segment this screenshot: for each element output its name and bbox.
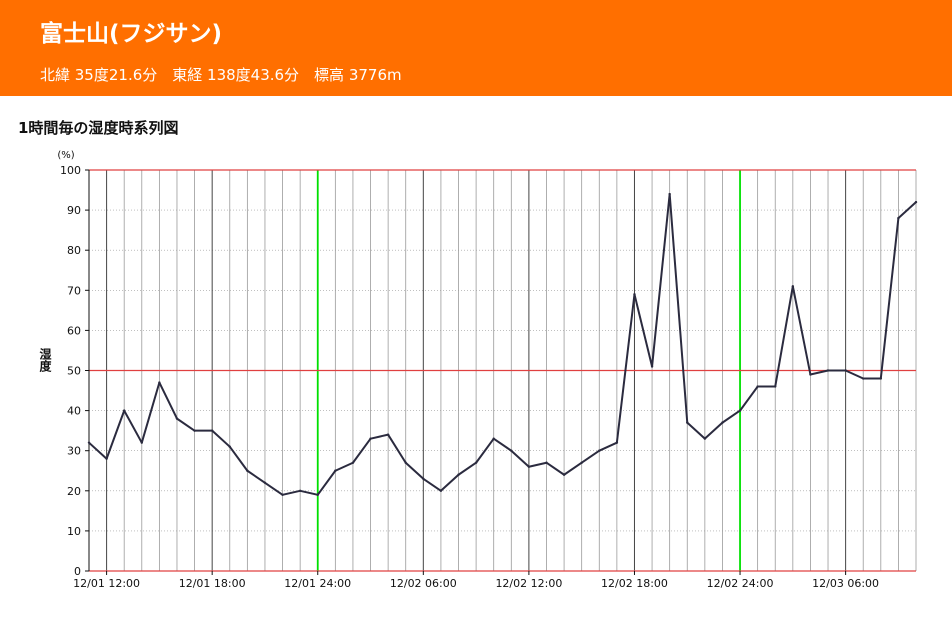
data-point [105, 457, 108, 460]
data-point [439, 489, 443, 492]
data-point [897, 216, 900, 220]
x-tick-label: 12/02 06:00 [390, 577, 457, 590]
data-point [562, 473, 566, 476]
data-point [158, 381, 161, 384]
data-point [281, 493, 284, 497]
data-point [263, 481, 267, 484]
data-point [386, 433, 390, 436]
data-point [474, 461, 478, 464]
data-point [721, 421, 724, 424]
data-point [756, 385, 759, 388]
data-point [879, 377, 883, 380]
data-point [175, 417, 179, 420]
humidity-chart: (%) 湿度 0 10 20 30 40 50 60 70 80 90 100 12/01 12:0… [38, 150, 918, 590]
location-coordinates: 北緯 35度21.6分 東経 138度43.6分 標高 3776m [40, 66, 402, 84]
data-point [774, 385, 777, 388]
x-tick-label: 12/02 18:00 [601, 577, 668, 590]
data-point [580, 461, 583, 464]
x-tick-label: 12/01 18:00 [179, 577, 246, 590]
y-tick-label: 40 [67, 405, 81, 418]
data-point [457, 473, 460, 476]
x-tick-label: 12/02 24:00 [707, 577, 774, 590]
x-tick-label: 12/01 24:00 [284, 577, 351, 590]
data-point [492, 437, 495, 440]
y-tick-label: 10 [67, 525, 81, 538]
data-point [809, 373, 812, 376]
data-point [686, 421, 689, 424]
page-title: 富士山(フジサン) [40, 21, 223, 47]
data-point [246, 469, 249, 472]
location-header: 富士山(フジサン) 北緯 35度21.6分 東経 138度43.6分 標高 37… [0, 0, 952, 96]
chart-grid [88, 169, 917, 572]
data-point [668, 192, 671, 196]
y-tick-label: 30 [67, 445, 81, 458]
data-point [228, 445, 231, 448]
y-axis-label: 湿度 [38, 347, 52, 373]
data-point [140, 441, 143, 444]
data-point [527, 465, 531, 468]
y-tick-label: 70 [67, 284, 81, 297]
data-point [826, 369, 830, 372]
data-point [351, 461, 355, 464]
x-tick-label: 12/02 12:00 [495, 577, 562, 590]
data-point [914, 200, 918, 204]
data-point [738, 409, 742, 412]
x-axis-ticks: 12/01 12:00 12/01 18:00 12/01 24:00 12/02 0… [73, 571, 879, 590]
data-point [633, 293, 636, 296]
y-tick-label: 80 [67, 244, 81, 257]
y-tick-label: 60 [67, 324, 81, 337]
chart-heading: 1時間毎の湿度時系列図 [18, 119, 179, 137]
y-tick-label: 90 [67, 204, 81, 217]
data-point [650, 365, 654, 368]
y-axis-ticks: 0 10 20 30 40 50 60 70 80 90 100 [60, 164, 89, 578]
data-point [298, 489, 302, 492]
data-point [545, 461, 548, 464]
y-tick-label: 20 [67, 485, 81, 498]
data-point [844, 369, 847, 372]
data-point [369, 437, 372, 440]
data-point [510, 449, 513, 452]
data-point [703, 437, 707, 440]
data-point [615, 441, 619, 444]
data-point [862, 377, 865, 380]
x-tick-label: 12/01 12:00 [73, 577, 140, 590]
data-point [422, 477, 425, 480]
data-point [210, 429, 214, 432]
data-point [598, 449, 601, 452]
x-tick-label: 12/03 06:00 [812, 577, 879, 590]
y-tick-label: 0 [74, 565, 81, 578]
data-point [404, 461, 407, 464]
data-point [316, 493, 319, 497]
humidity-series-line [88, 193, 917, 496]
data-point [87, 441, 91, 444]
data-point [334, 469, 337, 472]
y-tick-label: 100 [60, 164, 81, 177]
data-point [791, 285, 795, 288]
plot-area [87, 192, 918, 497]
y-tick-label: 50 [67, 365, 81, 378]
data-point [193, 429, 196, 432]
data-point [122, 409, 126, 412]
y-unit-label: (%) [57, 150, 74, 161]
